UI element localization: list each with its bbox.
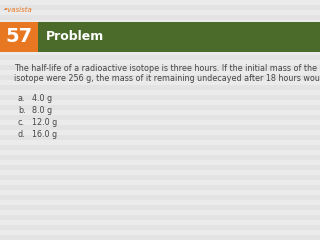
Bar bbox=[0, 50, 320, 55]
Bar bbox=[0, 170, 320, 175]
Bar bbox=[0, 40, 320, 45]
Bar bbox=[0, 15, 320, 20]
Bar bbox=[0, 130, 320, 135]
Bar bbox=[0, 100, 320, 105]
Bar bbox=[0, 60, 320, 65]
Text: Problem: Problem bbox=[46, 30, 104, 43]
Bar bbox=[0, 30, 320, 35]
Bar bbox=[0, 160, 320, 165]
Bar bbox=[0, 85, 320, 90]
Bar bbox=[0, 110, 320, 115]
Bar bbox=[0, 145, 320, 150]
Bar bbox=[0, 220, 320, 225]
Bar bbox=[0, 35, 320, 40]
Bar bbox=[0, 210, 320, 215]
Bar bbox=[0, 5, 320, 10]
Bar bbox=[0, 95, 320, 100]
Bar bbox=[0, 215, 320, 220]
Bar bbox=[0, 225, 320, 230]
Bar bbox=[0, 105, 320, 110]
Bar bbox=[0, 75, 320, 80]
Bar bbox=[0, 80, 320, 85]
Bar bbox=[0, 10, 320, 15]
Bar bbox=[0, 150, 320, 155]
Bar bbox=[0, 20, 320, 25]
Bar bbox=[0, 140, 320, 145]
Bar bbox=[0, 90, 320, 95]
Bar bbox=[0, 125, 320, 130]
Bar bbox=[0, 165, 320, 170]
Bar bbox=[0, 195, 320, 200]
Bar bbox=[0, 65, 320, 70]
Bar bbox=[0, 205, 320, 210]
Bar bbox=[0, 230, 320, 235]
Bar bbox=[0, 175, 320, 180]
Text: b.: b. bbox=[18, 106, 26, 115]
Bar bbox=[0, 22, 38, 52]
Bar bbox=[0, 0, 320, 5]
Bar bbox=[0, 235, 320, 240]
Text: 4.0 g: 4.0 g bbox=[32, 94, 52, 103]
Bar bbox=[0, 155, 320, 160]
Bar bbox=[0, 25, 320, 30]
Bar bbox=[38, 22, 320, 52]
Text: a.: a. bbox=[18, 94, 26, 103]
Text: 12.0 g: 12.0 g bbox=[32, 118, 57, 127]
Bar bbox=[0, 135, 320, 140]
Bar bbox=[0, 115, 320, 120]
Bar bbox=[0, 200, 320, 205]
Text: 16.0 g: 16.0 g bbox=[32, 130, 57, 139]
Text: d.: d. bbox=[18, 130, 26, 139]
Text: •vasista: •vasista bbox=[4, 7, 33, 13]
Text: isotope were 256 g, the mass of it remaining undecayed after 18 hours would be :: isotope were 256 g, the mass of it remai… bbox=[14, 74, 320, 83]
Bar bbox=[0, 70, 320, 75]
Text: c.: c. bbox=[18, 118, 25, 127]
Bar bbox=[0, 120, 320, 125]
Bar bbox=[0, 190, 320, 195]
Text: 57: 57 bbox=[5, 28, 33, 47]
Bar bbox=[0, 185, 320, 190]
Bar bbox=[0, 45, 320, 50]
Bar bbox=[0, 55, 320, 60]
Text: 8.0 g: 8.0 g bbox=[32, 106, 52, 115]
Bar bbox=[0, 180, 320, 185]
Text: The half-life of a radioactive isotope is three hours. If the initial mass of th: The half-life of a radioactive isotope i… bbox=[14, 64, 317, 73]
Text: ·: · bbox=[3, 5, 6, 15]
